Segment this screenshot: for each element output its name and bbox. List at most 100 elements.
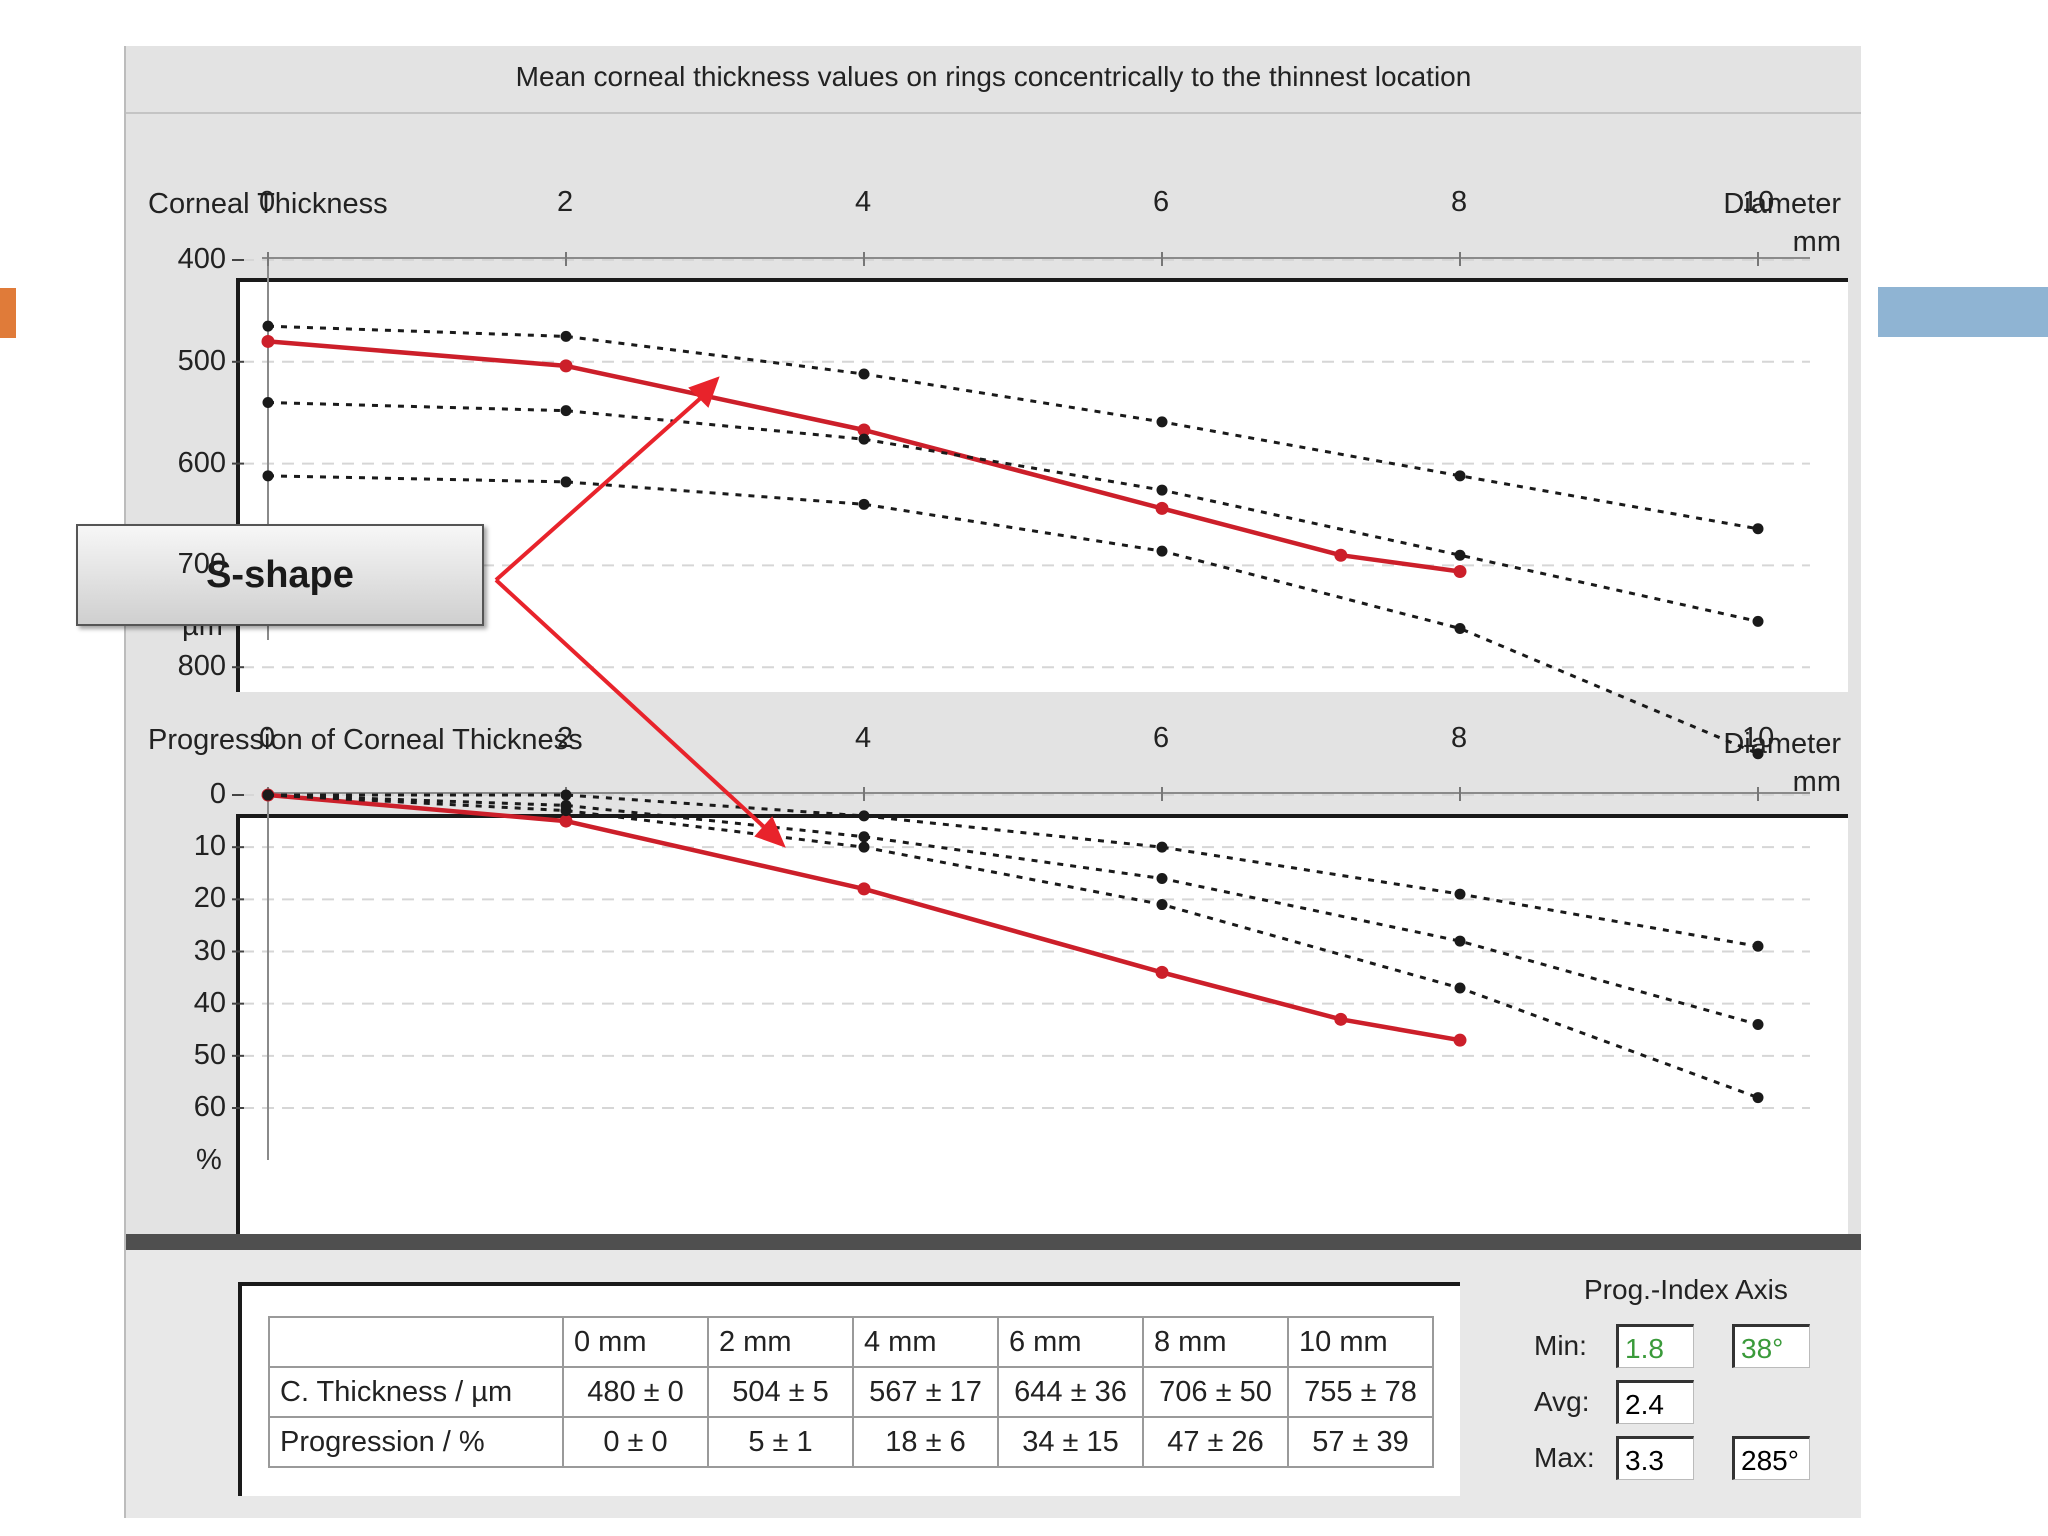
top-y-tick-label: 500 — [177, 344, 226, 377]
top-diameter-label: Diameter — [1723, 188, 1841, 220]
top-series-point — [1156, 484, 1168, 496]
top-series-point — [262, 320, 274, 332]
bottom-highlight-point — [1155, 965, 1169, 979]
table-frame: 0 mm 2 mm 4 mm 6 mm 8 mm 10 mm C. Thickn… — [238, 1282, 1460, 1496]
table-cell: 504 ± 5 — [707, 1366, 854, 1418]
prog-index-title: Prog.-Index Axis — [1584, 1274, 1788, 1305]
top-series-point — [1454, 470, 1466, 482]
top-x-tick-label: 0 — [259, 186, 276, 218]
table-header-cell — [268, 1316, 564, 1368]
top-x-tick-label: 4 — [855, 186, 872, 218]
bottom-series-point — [1156, 841, 1168, 853]
table-cell: 480 ± 0 — [562, 1366, 709, 1418]
bottom-highlight-point — [1453, 1033, 1467, 1047]
table-row-label: Progression / % — [268, 1416, 564, 1468]
top-highlight-point — [857, 423, 871, 437]
table-cell: 47 ± 26 — [1142, 1416, 1289, 1468]
bottom-chart-title: Progression of Corneal Thickness — [148, 724, 583, 756]
bottom-x-tick-label: 10 — [1742, 722, 1775, 754]
table-header-cell: 0 mm — [562, 1316, 709, 1368]
bottom-series-point — [1752, 1092, 1764, 1104]
table-cell: 34 ± 15 — [997, 1416, 1144, 1468]
top-y-tick-label: 600 — [177, 446, 226, 479]
prog-min-label: Min: — [1534, 1330, 1587, 1361]
window-title: Mean corneal thickness values on rings c… — [126, 46, 1861, 114]
top-highlight-series-line — [267, 339, 1461, 574]
table-cell: 644 ± 36 — [997, 1366, 1144, 1418]
bottom-y-tick-label: 10 — [193, 830, 226, 863]
prog-max-value: 3.3 — [1616, 1436, 1694, 1480]
top-series-point — [1454, 549, 1466, 561]
blue-accent-bar — [1878, 287, 2048, 337]
bottom-highlight-point — [857, 882, 871, 896]
table-header-row: 0 mm 2 mm 4 mm 6 mm 8 mm 10 mm — [268, 1316, 1434, 1368]
bottom-y-tick-label: 40 — [193, 986, 226, 1019]
bottom-series-line — [267, 793, 1759, 1026]
bottom-highlight-point — [559, 814, 573, 828]
prog-min-value: 1.8 — [1616, 1324, 1694, 1368]
bottom-plot-area — [236, 814, 1848, 1250]
bottom-series-point — [1454, 982, 1466, 994]
top-series-point — [560, 330, 572, 342]
bottom-series-point — [262, 789, 274, 801]
prog-avg-label: Avg: — [1534, 1386, 1590, 1417]
bottom-series-point — [1752, 940, 1764, 952]
summary-area: 0 mm 2 mm 4 mm 6 mm 8 mm 10 mm C. Thickn… — [126, 1250, 1861, 1518]
prog-max-label: Max: — [1534, 1442, 1595, 1473]
bottom-y-unit: % — [196, 1144, 222, 1176]
top-series-point — [1454, 623, 1466, 635]
bottom-series-point — [1454, 888, 1466, 900]
table-header-cell: 10 mm — [1287, 1316, 1434, 1368]
bottom-series-point — [1156, 872, 1168, 884]
prog-avg-value: 2.4 — [1616, 1380, 1694, 1424]
bottom-series-point — [1454, 935, 1466, 947]
corneal-thickness-panel: Corneal Thickness Diameter mm µm — [126, 114, 1861, 692]
bottom-y-tick-label: 50 — [193, 1038, 226, 1071]
top-highlight-point — [1155, 501, 1169, 515]
top-highlight-point — [261, 334, 275, 348]
top-series-point — [262, 397, 274, 409]
top-series-point — [1752, 523, 1764, 535]
arrow-down-line — [494, 578, 778, 840]
table-row: Progression / % 0 ± 0 5 ± 1 18 ± 6 34 ± … — [268, 1416, 1434, 1468]
bottom-y-tick-label: 30 — [193, 934, 226, 967]
panel-divider — [126, 1234, 1861, 1250]
table-row-label: C. Thickness / µm — [268, 1366, 564, 1418]
table-header-cell: 6 mm — [997, 1316, 1144, 1368]
orange-accent-bar — [0, 288, 16, 338]
top-series-line — [267, 401, 1759, 623]
top-series-point — [262, 470, 274, 482]
top-chart-title: Corneal Thickness — [148, 188, 388, 220]
thickness-table: 0 mm 2 mm 4 mm 6 mm 8 mm 10 mm C. Thickn… — [268, 1316, 1434, 1468]
top-series-point — [1752, 615, 1764, 627]
top-series-point — [858, 368, 870, 380]
bottom-x-tick-label: 8 — [1451, 722, 1468, 754]
top-x-tick-label: 6 — [1153, 186, 1170, 218]
top-series-point — [858, 433, 870, 445]
bottom-y-tick-label: 20 — [193, 882, 226, 915]
top-y-tick-label: 800 — [177, 650, 226, 683]
bottom-y-tick-label: 0 — [209, 778, 226, 810]
bottom-highlight-point — [1334, 1012, 1348, 1026]
table-cell: 567 ± 17 — [852, 1366, 999, 1418]
bottom-x-tick-label: 6 — [1153, 722, 1170, 754]
arrow-up-head — [688, 376, 720, 408]
top-plot-area — [236, 278, 1848, 692]
analysis-window: Mean corneal thickness values on rings c… — [124, 46, 1861, 1518]
top-y-tick-label: 400 — [177, 243, 226, 275]
table-row: C. Thickness / µm 480 ± 0 504 ± 5 567 ± … — [268, 1366, 1434, 1418]
bottom-diameter-label: Diameter — [1723, 728, 1841, 760]
table-cell: 5 ± 1 — [707, 1416, 854, 1468]
top-x-tick-label: 2 — [557, 186, 574, 218]
bottom-x-tick-label: 4 — [855, 722, 872, 754]
bottom-x-tick-label: 2 — [557, 722, 574, 754]
table-header-cell: 2 mm — [707, 1316, 854, 1368]
bottom-series-point — [560, 789, 572, 801]
top-series-line — [267, 324, 1759, 531]
top-highlight-point — [559, 359, 573, 373]
bottom-highlight-series-line — [267, 792, 1461, 1043]
arrow-up-line — [494, 386, 714, 582]
bottom-series-point — [560, 805, 572, 817]
bottom-series-line — [267, 793, 1759, 1100]
top-series-point — [858, 498, 870, 510]
